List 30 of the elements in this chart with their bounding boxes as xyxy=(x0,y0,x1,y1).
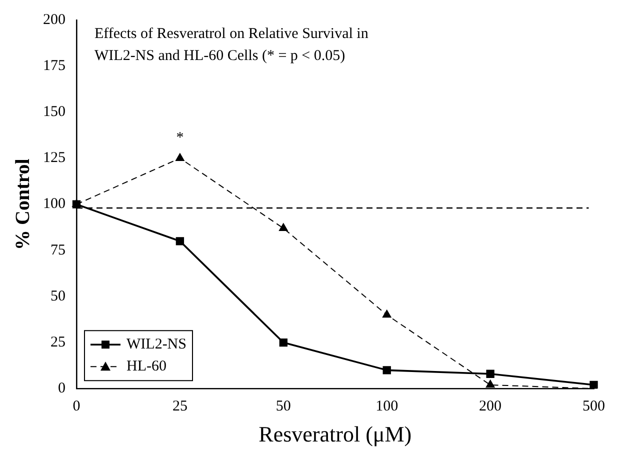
y-tick-label: 25 xyxy=(50,334,66,350)
x-tick-label: 500 xyxy=(582,398,605,415)
x-axis-title: Resveratrol (μM) xyxy=(258,422,412,447)
point xyxy=(176,237,184,246)
y-tick-label: 200 xyxy=(43,12,66,28)
point xyxy=(486,370,494,378)
y-tick-label: 150 xyxy=(43,104,66,120)
legend-label: WIL2-NS xyxy=(126,336,186,353)
y-tick-label: 50 xyxy=(50,288,66,304)
x-tick-label: 100 xyxy=(376,398,398,415)
y-tick-label: 100 xyxy=(43,196,66,212)
y-tick-label: 125 xyxy=(43,150,66,166)
annotation: * xyxy=(176,130,184,146)
y-axis-title: % Control xyxy=(12,158,34,250)
x-tick-label: 25 xyxy=(172,398,188,415)
annotation: Effects of Resveratrol on Relative Survival in WIL2-NS and HL-60 Cells (* = p < 0.05) xyxy=(94,26,369,64)
point xyxy=(382,366,391,374)
point xyxy=(279,223,288,232)
x-tick-label: 50 xyxy=(276,398,291,415)
y-tick-label: 75 xyxy=(50,242,66,258)
point xyxy=(382,310,392,318)
legend-label: HL-60 xyxy=(126,358,166,375)
point xyxy=(486,380,495,388)
x-tick-label: 200 xyxy=(479,398,502,415)
y-tick-label: 175 xyxy=(43,58,66,74)
y-tick-label: 0 xyxy=(58,380,66,397)
point xyxy=(279,338,288,347)
x-tick-label: 0 xyxy=(72,398,80,415)
point xyxy=(176,153,184,161)
point xyxy=(590,380,598,389)
